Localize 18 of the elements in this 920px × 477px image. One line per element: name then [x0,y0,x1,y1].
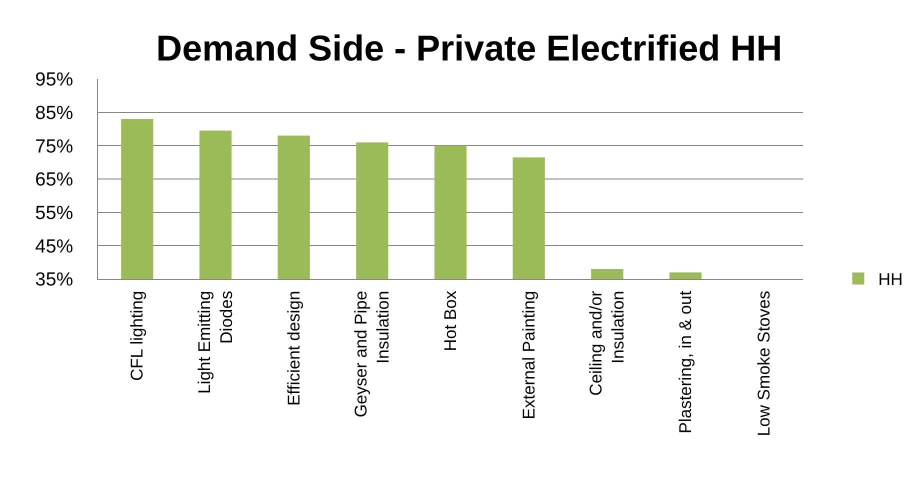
x-tick-label: Plastering, in & out [676,290,696,434]
x-tick-label: Light Emitting Diodes [194,290,236,394]
x-tick-label: Low Smoke Stoves [754,290,774,436]
x-tick-label: CFL lighting [128,290,147,381]
y-tick-label: 75% [35,136,74,158]
x-tick-label: Hot Box [441,290,460,352]
x-tick-label: Geyser and Pipe Insulation [352,290,393,418]
y-tick-label: 55% [35,202,74,224]
y-tick-label: 65% [35,170,74,191]
x-tick-label: Ceiling and/or Insulation [586,290,628,396]
y-tick-label: 95% [35,70,74,91]
x-tick-label: External Painting [519,290,538,420]
chart-title: Demand Side - Private Electrified HH [156,27,782,68]
y-tick-label: 35% [35,270,74,291]
x-tick-label: Efficient design [284,290,304,406]
legend-label: HH [878,270,903,290]
y-tick-label: 85% [35,102,74,124]
y-tick-label: 45% [35,236,74,258]
